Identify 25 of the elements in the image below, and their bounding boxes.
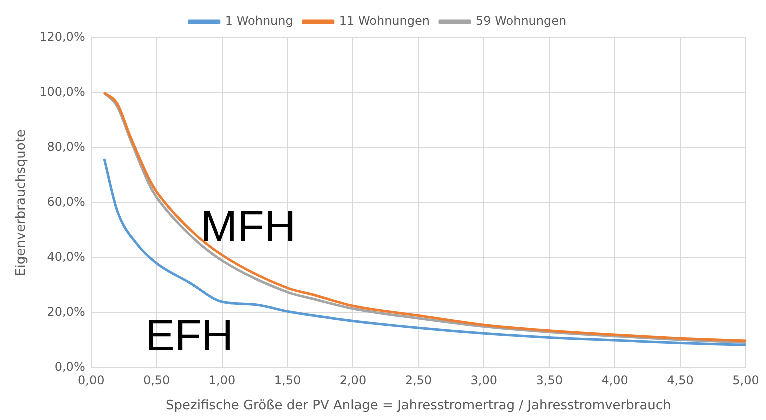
- x-tick-label: 3,00: [470, 373, 498, 388]
- x-tick-label: 0,00: [78, 373, 105, 388]
- legend-label: 1 Wohnung: [225, 14, 294, 28]
- x-tick-label: 2,00: [340, 373, 367, 388]
- x-tick-label: 3,50: [536, 373, 563, 388]
- y-axis-title: Eigenverbrauchsquote: [14, 130, 30, 276]
- y-tick-label: 100,0%: [40, 85, 86, 100]
- x-axis-title: Spezifische Größe der PV Anlage = Jahresstromertrag / Jahresstromverbrauch: [166, 398, 672, 414]
- y-tick-label: 80,0%: [47, 140, 86, 154]
- y-tick-label: 120,0%: [40, 30, 86, 44]
- legend-label: 11 Wohnungen: [339, 14, 430, 28]
- x-tick-label: 4,50: [667, 373, 694, 388]
- x-tick-label: 0,50: [143, 373, 170, 388]
- x-tick-label: 1,50: [274, 373, 302, 388]
- y-tick-label: 60,0%: [47, 195, 86, 210]
- y-tick-label: 40,0%: [47, 250, 86, 264]
- x-tick-label: 2,50: [405, 373, 432, 388]
- x-tick-label: 5,00: [732, 373, 760, 388]
- x-tick-label: 1,00: [208, 373, 236, 388]
- annotation: EFH: [146, 311, 234, 360]
- y-tick-label: 20,0%: [47, 305, 86, 320]
- legend-label: 59 Wohnungen: [476, 14, 567, 28]
- x-tick-label: 4,00: [602, 373, 628, 388]
- y-tick-label: 0,0%: [54, 360, 86, 374]
- annotation: MFH: [200, 202, 296, 252]
